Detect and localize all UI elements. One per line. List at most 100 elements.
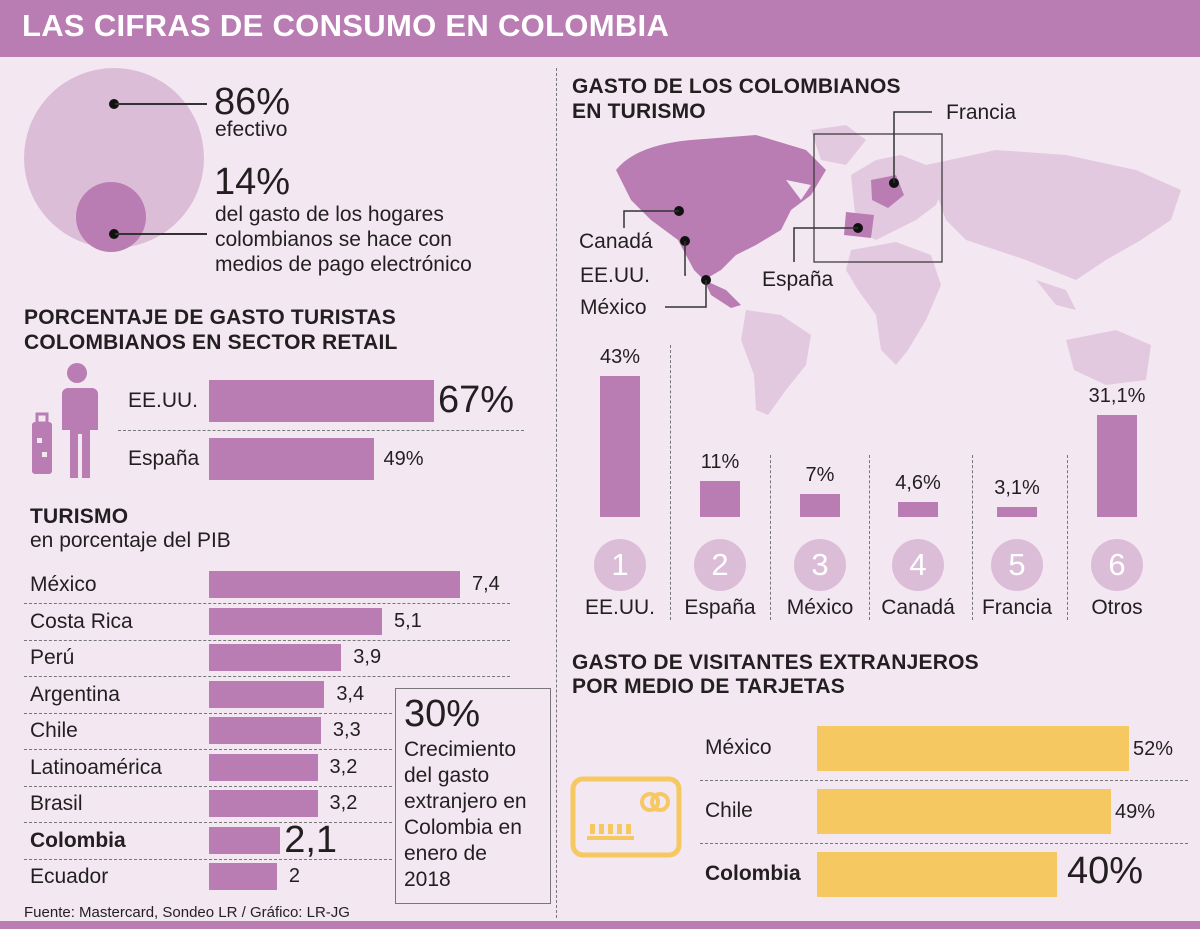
cards-value-label: 40% [1067,850,1144,892]
tourism-column-divider [670,345,671,620]
header-bar [0,0,1200,57]
cards-section-title: GASTO DE VISITANTES EXTRANJEROS POR MEDI… [572,651,979,699]
tourism-category-label: Canadá [881,596,955,619]
tourism-category-label: Otros [1091,596,1143,619]
tourism-value-label: 11% [700,450,740,473]
tourism-column-divider [770,455,771,620]
retail-bar [209,438,374,480]
gdp-row-divider [24,858,392,860]
gdp-bar [209,680,325,708]
tourism-bar [898,501,938,517]
cards-category-label: Chile [705,799,753,822]
electronic-label-2: colombianos se hace con [215,228,452,251]
electronic-circle [76,182,146,252]
cards-value-label: 49% [1115,801,1156,823]
gdp-bar [209,753,318,781]
cards-category-label: México [705,736,772,759]
tourism-value-label: 43% [599,346,641,368]
tourism-rank-circle: 1 [594,539,646,591]
tourism-value-label: 31,1% [1088,385,1146,408]
gdp-row-divider [24,676,510,677]
retail-value-label: 67% [438,379,515,421]
source-note: Fuente: Mastercard, Sondeo LR / Gráfico:… [24,904,350,921]
tourism-rank-circle: 2 [694,539,746,591]
tourism-column-divider [869,455,870,620]
growth-line-4: Colombia en [404,816,522,839]
tourism-bar [600,376,640,517]
gdp-category-label: Chile [30,719,78,742]
gdp-value-label: 3,2 [329,792,358,814]
growth-line-3: extranjero en [404,790,527,813]
cash-dot [109,99,119,109]
gdp-bar [209,826,281,854]
electronic-percent: 14% [214,161,291,203]
tourism-title-1: GASTO DE LOS COLOMBIANOS [572,75,901,98]
tourism-bar [700,480,740,517]
retail-value-label: 49% [383,448,424,470]
tourism-value-label: 4,6% [895,471,941,494]
map-label-espana: España [762,268,834,291]
gdp-row-divider [24,603,510,604]
gdp-value-label: 5,1 [393,609,422,632]
cards-bar [817,789,1111,834]
electronic-label-3: medios de pago electrónico [215,253,472,276]
retail-title-1: PORCENTAJE DE GASTO TURISTAS [24,306,396,329]
gdp-row-divider [24,639,510,641]
gdp-bar [209,644,342,671]
gdp-value-label: 7,4 [472,573,500,595]
gdp-category-label: Argentina [30,682,120,706]
retail-category-label: España [128,447,200,470]
cash-leader-line [115,103,207,105]
tourism-category-label: EE.UU. [584,596,655,619]
gdp-category-label: Ecuador [30,865,109,888]
gdp-bar [209,863,277,890]
tourism-category-label: México [786,596,854,619]
retail-category-label: EE.UU. [128,389,199,412]
gdp-bar [209,571,460,598]
traveler-with-suitcase-icon [32,363,98,478]
gdp-value-label: 3,3 [332,719,361,741]
gdp-bar [209,790,318,817]
cards-row-divider [700,780,1188,781]
cards-bar [817,852,1057,897]
growth-line-1: Crecimiento [404,738,517,761]
gdp-category-label: Brasil [30,792,83,815]
gdp-bar [209,717,321,744]
tourism-rank-circle: 5 [991,539,1043,591]
growth-box [395,688,551,904]
gdp-category-label: Perú [30,646,75,669]
gdp-category-label: Costa Rica [30,609,133,633]
map-label-mexico: México [580,296,647,319]
gdp-category-label: México [30,573,97,596]
tourism-value-label: 7% [805,464,835,487]
retail-row-divider [118,430,524,431]
cards-value-label: 52% [1133,738,1174,760]
tourism-value-label: 3,1% [994,476,1040,499]
electronic-leader-line [115,233,207,235]
cash-label: efectivo [215,118,288,141]
column-divider [556,68,557,918]
gdp-category-label: Colombia [30,828,126,852]
growth-line-5: enero de [404,842,487,865]
gdp-title: TURISMO [30,505,129,528]
gdp-row-divider [24,822,392,823]
tourism-bar [997,506,1037,517]
tourism-bar [1097,415,1137,517]
cards-title-1: GASTO DE VISITANTES EXTRANJEROS [572,651,979,674]
growth-line-2: del gasto [404,764,490,787]
gdp-value-label: 3,9 [353,646,382,668]
electronic-dot [109,229,119,239]
gdp-row-divider [24,749,392,750]
cards-row-divider [700,843,1188,844]
gdp-value-label: 2,1 [284,818,338,861]
tourism-rank-circle: 6 [1091,539,1143,591]
gdp-bar [209,607,382,635]
cards-title-2: POR MEDIO DE TARJETAS [572,675,845,698]
tourism-column-divider [971,455,973,620]
page-title: LAS CIFRAS DE CONSUMO EN COLOMBIA [22,8,670,43]
tourism-bar [800,494,840,517]
tourism-rank-circle: 3 [794,539,846,591]
gdp-subtitle: en porcentaje del PIB [30,529,231,552]
gdp-value-label: 3,4 [336,682,365,705]
gdp-value-label: 2 [288,865,300,887]
